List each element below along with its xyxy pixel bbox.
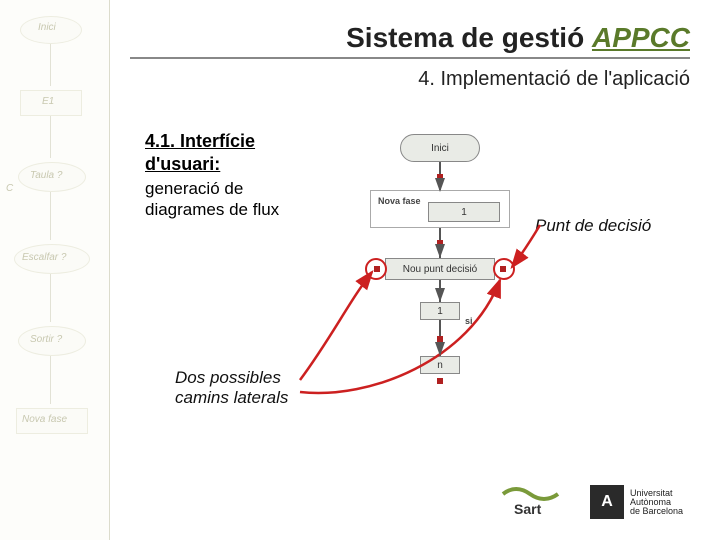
flow-one-1: 1 (461, 207, 467, 218)
uab-text: Universitat Autònoma de Barcelona (630, 489, 683, 516)
annot-camins2: camins laterals (175, 388, 288, 408)
logo-area: Sart A Universitat Autònoma de Barcelona (498, 482, 700, 522)
flow-inici-label: Inici (431, 143, 449, 154)
uab-mark: A (590, 485, 624, 519)
ghost-c-label: C (6, 183, 13, 194)
conn-3 (439, 280, 441, 302)
ghost-line-3 (50, 192, 51, 240)
ghost-e1-label: E1 (42, 96, 54, 107)
red-dot-4 (437, 378, 443, 384)
flow-nou-punt: Nou punt decisió (385, 258, 495, 280)
flow-nova-fase-label: Nova fase (378, 196, 421, 206)
uab-line3: de Barcelona (630, 506, 683, 516)
subtitle: 4. Implementació de l'aplicació (418, 68, 690, 91)
ghost-nova-fase-label: Nova fase (22, 414, 67, 425)
ghost-inici-label: Inici (38, 22, 56, 33)
red-dot-3 (437, 336, 443, 342)
section-heading: 4.1. Interfície d'usuari: (145, 130, 255, 175)
ghost-sortir-label: Sortir ? (30, 334, 62, 345)
red-circle-left (365, 258, 387, 280)
section-body2: diagrames de flux (145, 200, 279, 219)
ghost-line-5 (50, 356, 51, 404)
red-dot-1 (437, 174, 443, 180)
flow-si: si (465, 316, 473, 326)
flow-nou-punt-label: Nou punt decisió (403, 264, 478, 275)
logo-uab: A Universitat Autònoma de Barcelona (590, 482, 700, 522)
red-dot-2 (437, 240, 443, 246)
annot-camins1: Dos possibles (175, 368, 281, 388)
red-circle-right (493, 258, 515, 280)
title-pre: Sistema de gestió (346, 22, 592, 53)
flow-nova-fase-inner: 1 (428, 202, 500, 222)
logo-sart-text: Sart (514, 501, 542, 517)
section-line1: 4.1. Interfície (145, 131, 255, 151)
page-title: Sistema de gestió APPCC (130, 22, 690, 59)
flow-one-2-box: 1 (420, 302, 460, 320)
ghost-taula-label: Taula ? (30, 170, 62, 181)
ghost-line-4 (50, 274, 51, 322)
flow-one-2: 1 (437, 306, 443, 317)
logo-sart: Sart (498, 482, 568, 522)
flow-n: n (437, 360, 443, 371)
title-emph: APPCC (592, 22, 690, 53)
flow-inici: Inici (400, 134, 480, 162)
ghost-escalfar-label: Escalfar ? (22, 252, 66, 263)
section-body: generació de diagrames de flux (145, 178, 279, 221)
annot-punt: Punt de decisió (535, 216, 651, 236)
flow-n-box: n (420, 356, 460, 374)
ghost-line-1 (50, 44, 51, 86)
section-body1: generació de (145, 179, 243, 198)
ghost-line-2 (50, 116, 51, 158)
section-line2: d'usuari: (145, 154, 220, 174)
